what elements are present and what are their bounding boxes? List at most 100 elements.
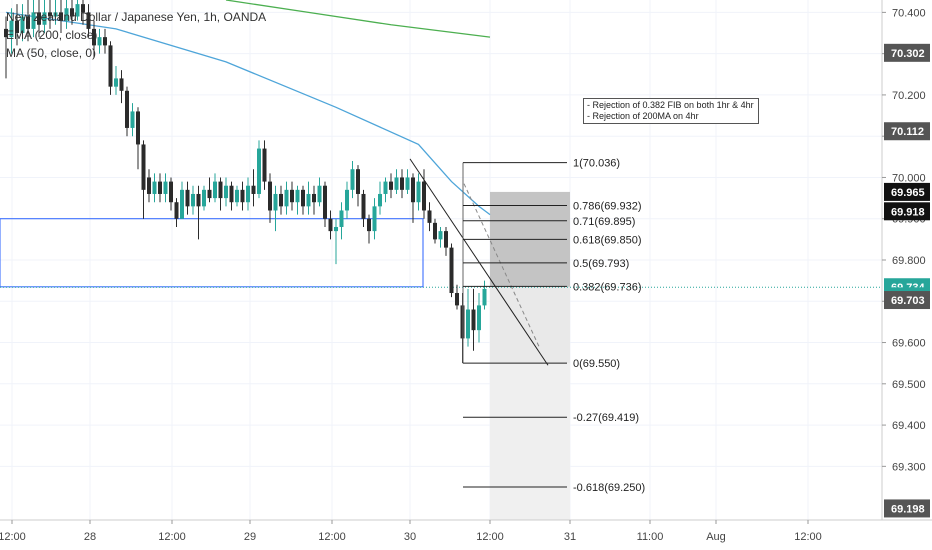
candle-body <box>394 177 399 190</box>
candle-body <box>97 37 102 46</box>
candle-body <box>180 189 184 219</box>
candle-body <box>169 181 173 203</box>
candle-body <box>312 193 316 203</box>
fib-level-label: 0.618(69.850) <box>573 234 642 246</box>
price-label-bg <box>884 202 930 221</box>
price-axis-bg <box>882 0 932 550</box>
price-label: 69.198 <box>891 503 925 515</box>
candle-body <box>59 12 63 21</box>
candle-body <box>213 181 217 199</box>
candle-body <box>147 177 151 194</box>
price-label: 69.918 <box>891 206 925 218</box>
price-label: 69.703 <box>891 295 925 307</box>
price-tick-label: 69.600 <box>892 338 926 350</box>
moving-averages <box>5 0 491 216</box>
chart-legend: New Zealand Dollar / Japanese Yen, 1h, O… <box>6 8 266 62</box>
price-tick-label: 70.400 <box>892 7 926 19</box>
candle-body <box>301 189 305 207</box>
candle-body <box>86 12 91 29</box>
candle-body <box>262 148 267 182</box>
candle-body <box>64 8 69 21</box>
candle-body <box>444 231 448 248</box>
annotation-line-1: - Rejection of 0.382 FIB on both 1hr & 4… <box>587 100 754 110</box>
price-tick-label: 69.800 <box>892 255 926 267</box>
candle-body <box>268 181 272 211</box>
price-tick-label: 69.400 <box>892 420 926 432</box>
candle-body <box>334 226 338 232</box>
indicator-ema[interactable]: EMA (200, close) <box>6 28 98 42</box>
candle-body <box>416 181 421 203</box>
candle-body <box>92 28 96 46</box>
time-tick-label: 12:00 <box>158 531 186 543</box>
candle-body <box>378 193 382 207</box>
candle-body <box>75 4 80 17</box>
candle-body <box>42 12 47 25</box>
candle-body <box>174 202 179 219</box>
time-axis[interactable]: 12:00 28 12:00 29 12:00 30 12:00 31 11:00 Aug 12:0… <box>0 519 932 550</box>
candle-body <box>405 177 410 190</box>
fib-level-label: 0.5(69.793) <box>573 258 629 270</box>
time-axis-bg <box>0 520 932 550</box>
candle-body <box>257 148 261 194</box>
candle-body <box>471 309 476 331</box>
zone-rectangle <box>0 218 424 288</box>
price-label: 69.965 <box>891 187 925 199</box>
time-tick-label: Aug <box>706 531 726 543</box>
indicator-ma[interactable]: MA (50, close, 0) <box>6 46 97 60</box>
candle-body <box>455 293 459 306</box>
candle-body <box>279 193 283 207</box>
fib-level-label: 0.382(69.736) <box>573 281 642 293</box>
candle-body <box>477 305 481 331</box>
candle-body <box>141 144 146 190</box>
candle-body <box>114 78 118 87</box>
candle-body <box>70 8 74 17</box>
fib-retracement: 1(70.036) 0.786(69.932) 0.71(69.895) 0.618(… <box>409 158 645 494</box>
candle-body <box>20 16 25 34</box>
fib-level-label: -0.27(69.419) <box>573 412 639 424</box>
price-tick-label: 69.300 <box>892 461 926 473</box>
candle-body <box>81 4 85 13</box>
candle-body <box>306 193 311 207</box>
time-tick-label: 12:00 <box>0 531 26 543</box>
grid <box>0 0 882 520</box>
candle-body <box>224 185 228 199</box>
candle-body <box>290 189 294 203</box>
time-tick-label: 11:00 <box>637 531 664 543</box>
candle-body <box>389 181 393 190</box>
time-tick-label: 31 <box>564 531 576 543</box>
price-tick-label: 70.200 <box>892 90 926 102</box>
candle-body <box>400 177 404 190</box>
candle-body <box>295 189 300 203</box>
fib-level-label: 1(70.036) <box>573 158 620 170</box>
projection-box-lower <box>490 486 570 520</box>
candle-body <box>284 189 289 207</box>
candle-body <box>158 181 162 194</box>
candle-body <box>350 169 355 190</box>
candle-body <box>4 28 8 38</box>
candle-body <box>125 90 129 128</box>
price-axis[interactable]: 70.40070.30070.20070.10070.00069.90069.8… <box>881 0 932 550</box>
candle-body <box>31 12 36 29</box>
candle-body <box>361 193 366 219</box>
dashed-trend-line <box>463 183 541 349</box>
candle-body <box>427 210 432 223</box>
candle-body <box>251 185 256 194</box>
price-label: 70.112 <box>891 126 924 138</box>
candle-body <box>48 12 52 17</box>
candle-body <box>438 231 443 240</box>
time-tick-label: 30 <box>404 531 416 543</box>
candle-body <box>367 218 371 232</box>
fib-level-label: -0.618(69.250) <box>573 482 645 494</box>
candle-body <box>207 189 212 199</box>
price-tick-label: 69.500 <box>892 379 926 391</box>
candle-body <box>26 16 30 29</box>
candle-body <box>108 45 113 87</box>
candle-body <box>449 247 454 294</box>
candle-body <box>328 218 333 232</box>
time-tick-label: 12:00 <box>794 531 822 543</box>
time-tick-label: 12:00 <box>318 531 346 543</box>
candle-body <box>130 111 135 128</box>
candle-body <box>273 193 278 211</box>
